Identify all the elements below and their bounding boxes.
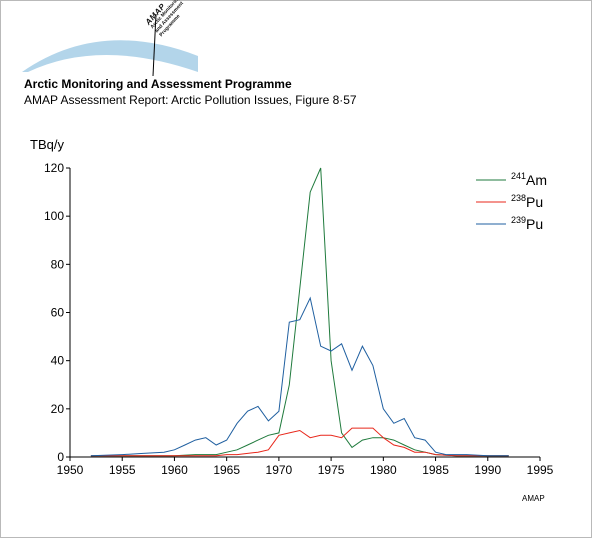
x-tick-label: 1975 [318, 463, 345, 477]
legend-label-1: 241Am [511, 171, 547, 188]
y-tick-label: 80 [51, 257, 65, 271]
legend-label-3: 239Pu [511, 215, 543, 232]
credit-label: AMAP [522, 494, 545, 503]
x-tick-label: 1950 [57, 463, 84, 477]
y-axis-label: TBq/y [30, 137, 64, 152]
chart-series [90, 167, 509, 457]
y-tick-label: 120 [44, 161, 64, 175]
series-line-1 [90, 167, 509, 457]
x-tick-label: 1970 [266, 463, 293, 477]
amap-logo-arc [22, 13, 198, 77]
x-tick-label: 1995 [527, 463, 554, 477]
series-line-2 [90, 427, 509, 457]
x-tick-label: 1980 [370, 463, 397, 477]
legend-label-element: Pu [526, 216, 543, 232]
y-tick-label: 0 [57, 450, 64, 464]
chart-axes: 0 20 40 60 80 100 120 1950 1955 1960 1965 1970 1975 1… [44, 161, 554, 477]
series-line-3 [90, 296, 509, 457]
legend-label-superscript: 239 [511, 215, 526, 225]
report-subtitle: AMAP Assessment Report: Arctic Pollution… [24, 93, 357, 107]
legend-label-superscript: 241 [511, 171, 526, 181]
y-tick-label: 20 [51, 402, 65, 416]
legend-label-2: 238Pu [511, 193, 543, 210]
y-tick-label: 40 [51, 354, 65, 368]
legend-label-superscript: 238 [511, 193, 526, 203]
legend-label-element: Pu [526, 194, 543, 210]
logo-slash-line [152, 13, 157, 77]
x-tick-label: 1960 [161, 463, 188, 477]
legend-label-element: Am [526, 172, 547, 188]
x-tick-label: 1955 [109, 463, 136, 477]
x-tick-label: 1985 [422, 463, 449, 477]
x-tick-label: 1990 [474, 463, 501, 477]
y-tick-label: 60 [51, 306, 65, 320]
x-tick-label: 1965 [213, 463, 240, 477]
organization-title: Arctic Monitoring and Assessment Program… [24, 77, 292, 91]
y-tick-label: 100 [44, 209, 64, 223]
